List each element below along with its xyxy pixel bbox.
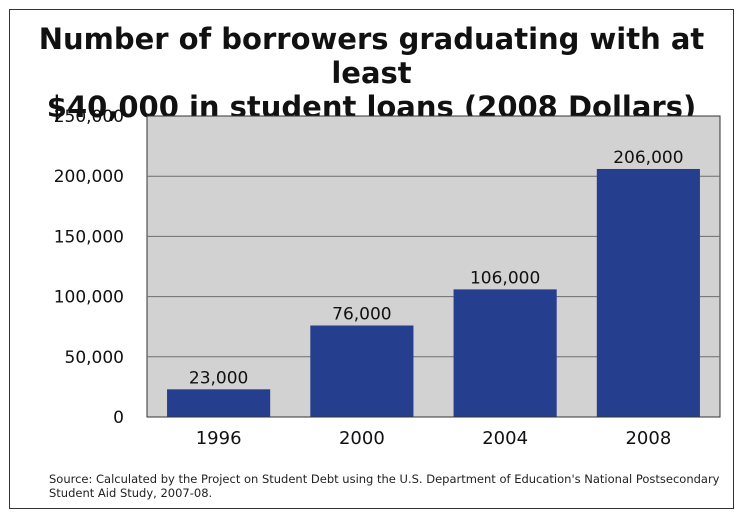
- y-tick-label: 150,000: [54, 227, 124, 247]
- data-label: 206,000: [613, 148, 683, 168]
- y-tick-label: 0: [113, 408, 124, 428]
- data-label: 76,000: [332, 304, 391, 324]
- data-label: 23,000: [189, 368, 248, 388]
- bar: [310, 325, 414, 417]
- data-label: 106,000: [470, 268, 540, 288]
- bar: [167, 389, 271, 417]
- x-tick-label: 1996: [196, 428, 242, 449]
- x-tick-label: 2000: [339, 428, 385, 449]
- y-tick-label: 200,000: [54, 167, 124, 187]
- y-tick-label: 250,000: [54, 107, 124, 127]
- x-tick-label: 2004: [482, 428, 528, 449]
- y-tick-label: 100,000: [54, 288, 124, 308]
- bar: [453, 289, 557, 417]
- source-note: Source: Calculated by the Project on Stu…: [49, 472, 720, 500]
- x-tick-label: 2008: [625, 428, 671, 449]
- chart-title-line-1: Number of borrowers graduating with at l…: [38, 22, 705, 90]
- y-tick-label: 50,000: [65, 348, 124, 368]
- bar: [596, 168, 700, 417]
